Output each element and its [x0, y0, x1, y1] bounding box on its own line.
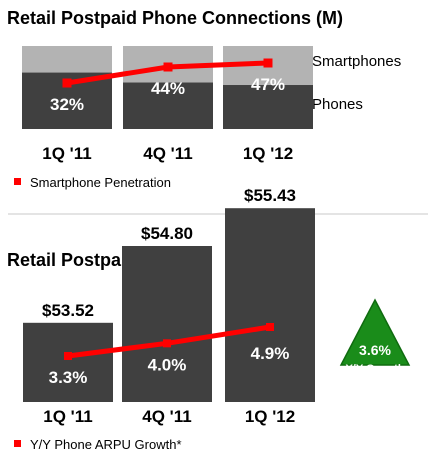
- callout-value: 3.6%: [359, 342, 391, 358]
- line-marker: [163, 62, 173, 72]
- percent-label: 3.3%: [49, 368, 88, 387]
- category-label: 1Q '11: [42, 144, 91, 163]
- smartphones-segment: [22, 46, 112, 73]
- percent-label: 44%: [151, 79, 185, 98]
- chart1-percent-labels: 32% 44% 47%: [50, 75, 285, 114]
- line-marker: [163, 339, 171, 348]
- growth-callout: 3.6% Y/Y Growth: [339, 298, 411, 375]
- chart2-legend-label: Y/Y Phone ARPU Growth*: [30, 437, 182, 452]
- percent-label: 4.0%: [148, 355, 187, 374]
- phones-segment: [223, 85, 313, 129]
- line-marker: [64, 352, 72, 360]
- category-label: 4Q '11: [142, 407, 191, 426]
- chart1-phones-label: Phones: [312, 96, 363, 113]
- chart2-category-labels: 1Q '11 4Q '11 1Q '12: [43, 407, 295, 426]
- chart1-smartphones-label: Smartphones: [312, 53, 401, 70]
- percent-label: 47%: [251, 75, 285, 94]
- line-marker: [263, 58, 273, 68]
- line-marker: [266, 323, 274, 331]
- percent-label: 32%: [50, 95, 84, 114]
- category-label: 1Q '11: [43, 407, 92, 426]
- callout-label: Y/Y Growth: [345, 363, 404, 375]
- chart1-legend-marker: [14, 178, 21, 185]
- chart1-line-markers: [62, 58, 273, 88]
- category-label: 1Q '12: [243, 144, 293, 163]
- chart2-bars: [23, 208, 315, 402]
- chart1-category-labels: 1Q '11 4Q '11 1Q '12: [42, 144, 293, 163]
- category-label: 4Q '11: [143, 144, 192, 163]
- chart2-legend-marker: [14, 440, 21, 447]
- value-label: $54.80: [141, 224, 193, 243]
- line-marker: [62, 78, 72, 88]
- arpu-bar: [122, 246, 212, 402]
- up-triangle-icon: [339, 298, 411, 366]
- chart1-title: Retail Postpaid Phone Connections (M): [7, 8, 343, 28]
- chart1-legend-label: Smartphone Penetration: [30, 175, 171, 190]
- arpu-bar: [225, 208, 315, 402]
- percent-label: 4.9%: [251, 344, 290, 363]
- phones-segment: [123, 82, 213, 129]
- value-label: $55.43: [244, 186, 296, 205]
- arpu-bar: [23, 322, 113, 402]
- chart2-percent-labels: 3.3% 4.0% 4.9%: [49, 344, 290, 387]
- chart2-line-markers: [64, 323, 274, 360]
- category-label: 1Q '12: [245, 407, 295, 426]
- chart2-value-labels: $53.52 $54.80 $55.43: [42, 186, 296, 320]
- value-label: $53.52: [42, 301, 94, 320]
